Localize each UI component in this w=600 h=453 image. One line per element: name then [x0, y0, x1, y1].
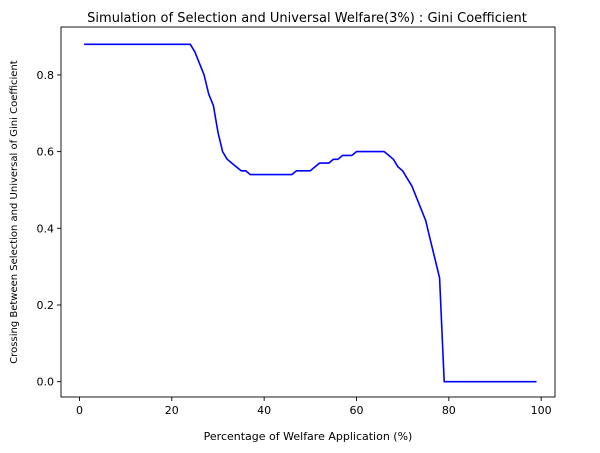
- chart-title: Simulation of Selection and Universal We…: [87, 11, 527, 26]
- y-tick-label: 0.2: [37, 299, 55, 312]
- x-tick-label: 20: [165, 404, 179, 417]
- x-tick-label: 0: [76, 404, 83, 417]
- y-tick-label: 0.4: [37, 222, 55, 235]
- plot-area: [84, 43, 537, 383]
- y-axis-label: Crossing Between Selection and Universal…: [9, 60, 20, 363]
- y-tick-label: 0.8: [37, 69, 55, 82]
- series-line: [84, 43, 537, 383]
- x-tick-label: 40: [257, 404, 271, 417]
- axis-ticks: 0 20 40 60 80 100 0.0 0.2 0.4 0.6 0.8: [37, 69, 552, 417]
- x-tick-label: 80: [442, 404, 456, 417]
- plot-frame: [60, 26, 556, 398]
- y-tick-label: 0.6: [37, 146, 55, 159]
- x-tick-label: 60: [349, 404, 363, 417]
- y-tick-label: 0.0: [37, 376, 55, 389]
- x-tick-label: 100: [531, 404, 552, 417]
- x-axis-label: Percentage of Welfare Application (%): [204, 430, 413, 443]
